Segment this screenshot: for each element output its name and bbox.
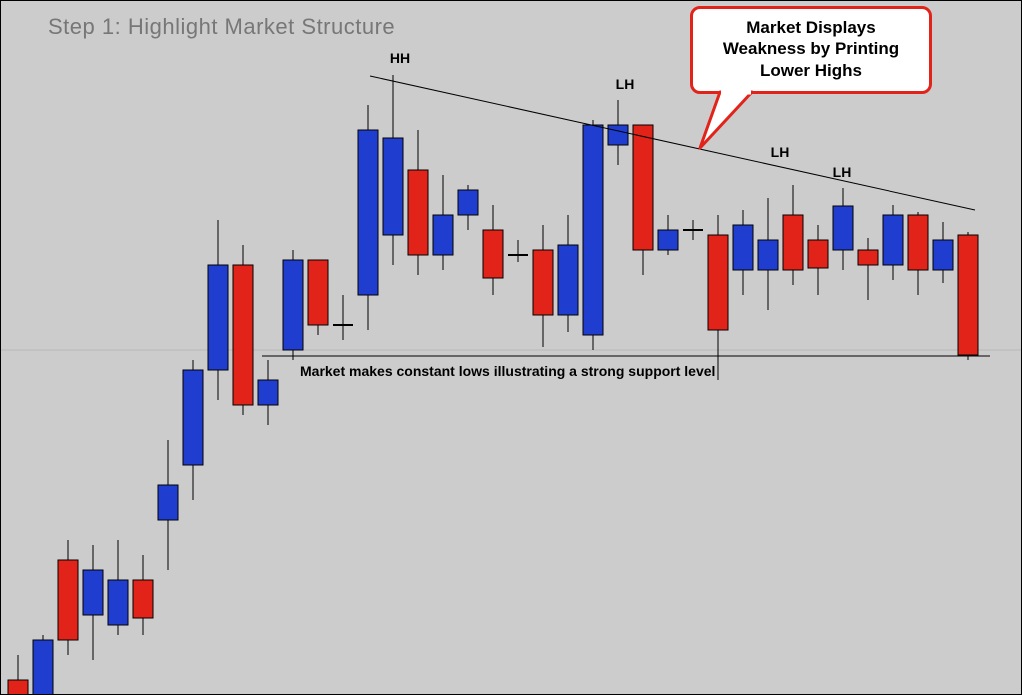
chart-title: Step 1: Highlight Market Structure — [48, 14, 395, 40]
swing-label: LH — [616, 76, 635, 92]
callout-line: Weakness by Printing — [703, 38, 919, 59]
callout-bubble: Market DisplaysWeakness by PrintingLower… — [690, 6, 932, 94]
swing-label: HH — [390, 50, 410, 66]
support-level-label: Market makes constant lows illustrating … — [300, 363, 715, 379]
callout-line: Market Displays — [703, 17, 919, 38]
swing-label: LH — [771, 144, 790, 160]
chart-container: Step 1: Highlight Market Structure Marke… — [0, 0, 1022, 695]
callout-line: Lower Highs — [703, 60, 919, 81]
candlestick-chart — [0, 0, 1022, 695]
swing-label: LH — [833, 164, 852, 180]
